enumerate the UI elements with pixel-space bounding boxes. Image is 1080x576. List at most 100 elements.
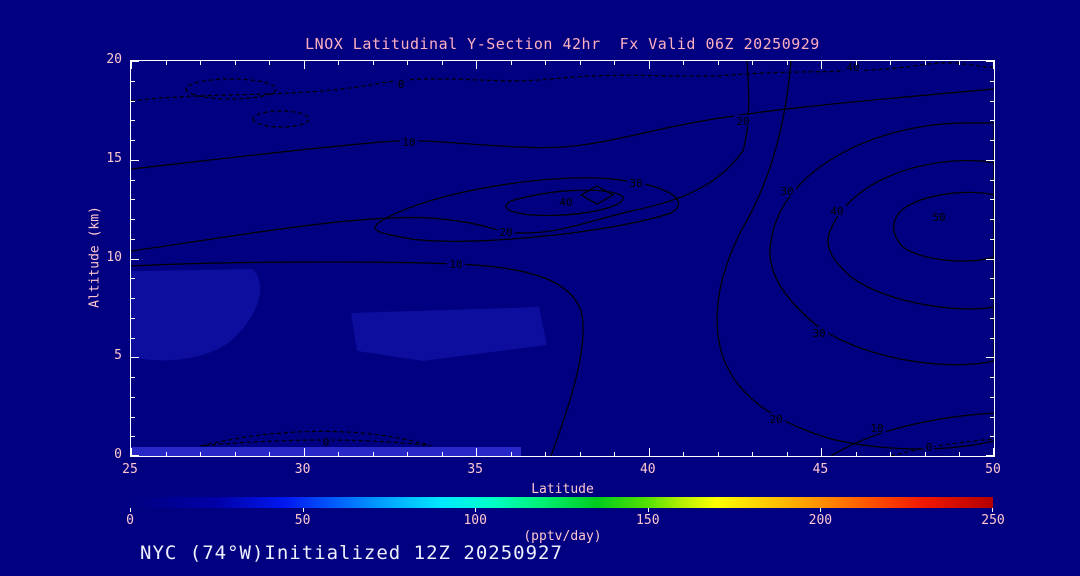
contour-label-gap xyxy=(320,436,332,447)
contour-label: 20 xyxy=(769,413,782,426)
axis-tick xyxy=(786,452,788,456)
axis-tick xyxy=(269,452,271,456)
axis-tick xyxy=(131,317,135,319)
contour-line-40 xyxy=(827,159,994,310)
axis-tick xyxy=(131,278,135,280)
colorbar-tick xyxy=(820,508,822,512)
axis-tick xyxy=(407,452,409,456)
axis-tick xyxy=(372,61,374,65)
contour-label-gap xyxy=(767,413,785,424)
contour-label-gap xyxy=(810,327,828,338)
contour-canvas: 0 10 20 10 30 40 20 30 40 50 30 20 10 0 0 40 xyxy=(131,61,994,456)
axis-tick xyxy=(407,61,409,65)
axis-tick xyxy=(683,452,685,456)
axis-tick xyxy=(131,140,135,141)
axis-tick xyxy=(131,219,135,220)
axis-tick xyxy=(990,377,994,378)
contour-label: 40 xyxy=(830,205,843,218)
axis-tick xyxy=(752,61,754,65)
axis-tick xyxy=(614,452,616,456)
axis-tick xyxy=(579,452,581,456)
axis-tick xyxy=(990,219,994,220)
y-tick-label: 10 xyxy=(106,249,122,265)
x-tick-label: 35 xyxy=(467,462,484,477)
axis-tick xyxy=(890,452,892,456)
axis-tick xyxy=(545,61,547,65)
contour-label: 0 xyxy=(323,436,330,449)
axis-tick xyxy=(890,61,892,65)
colorbar-gradient xyxy=(130,497,993,508)
contour-line-30 xyxy=(769,122,994,366)
colorbar-tick xyxy=(475,508,477,512)
axis-tick xyxy=(131,337,135,339)
colorbar-tick-label: 250 xyxy=(981,513,1005,528)
axis-tick xyxy=(990,416,994,418)
contour-label: 50 xyxy=(932,211,945,224)
colorbar-tick xyxy=(130,508,131,512)
contour-label-gap xyxy=(557,196,575,207)
axis-tick xyxy=(131,298,135,299)
x-tick-label: 30 xyxy=(294,462,311,477)
colorbar-tick xyxy=(302,508,304,512)
contour-line-30 xyxy=(374,177,680,242)
axis-tick xyxy=(990,199,994,201)
contour-label: 20 xyxy=(499,226,512,239)
axis-tick xyxy=(131,100,135,102)
contour-line-10 xyxy=(131,88,994,170)
x-tick-label: 25 xyxy=(122,462,138,477)
axis-tick xyxy=(855,61,857,65)
axis-tick xyxy=(579,61,581,65)
axis-tick xyxy=(990,80,994,82)
axis-tick xyxy=(510,61,512,65)
axis-tick xyxy=(614,61,616,65)
contour-line-0 xyxy=(200,430,432,447)
contour-line-40 xyxy=(505,189,624,216)
axis-tick xyxy=(986,61,994,62)
axis-tick xyxy=(131,396,135,398)
axis-tick xyxy=(648,448,650,456)
axis-tick xyxy=(131,199,135,201)
axis-tick xyxy=(855,452,857,456)
axis-tick xyxy=(990,120,994,122)
axis-tick xyxy=(165,61,167,65)
axis-tick xyxy=(990,238,994,240)
contour-line-0 xyxy=(131,62,994,102)
axis-tick xyxy=(717,452,719,456)
figure-title: LNOX Latitudinal Y-Section 42hr Fx Valid… xyxy=(305,35,820,53)
axis-tick xyxy=(990,436,994,438)
axis-tick xyxy=(990,179,994,181)
axis-tick xyxy=(441,61,443,65)
contour-fill-patch xyxy=(131,269,261,361)
axis-tick xyxy=(338,61,340,65)
axis-tick xyxy=(131,159,139,161)
axis-tick xyxy=(131,357,139,359)
axis-tick xyxy=(752,452,754,456)
axis-tick xyxy=(993,448,994,456)
x-tick-label: 40 xyxy=(639,462,656,477)
axis-tick xyxy=(131,61,132,69)
contour-label-gap xyxy=(868,422,886,433)
contour-label-gap xyxy=(930,211,948,222)
colorbar-tick xyxy=(992,508,993,512)
axis-tick xyxy=(990,337,994,339)
contour-label: 20 xyxy=(736,115,749,128)
axis-tick xyxy=(200,452,202,456)
contour-label: 10 xyxy=(449,258,462,271)
axis-tick xyxy=(441,452,443,456)
colorbar-tick-label: 150 xyxy=(636,513,660,528)
contour-label: 30 xyxy=(629,177,642,190)
contour-line-50 xyxy=(893,191,994,262)
axis-tick xyxy=(986,159,994,161)
contour-label: 30 xyxy=(812,327,825,340)
contour-line-50 xyxy=(579,185,615,205)
axis-tick xyxy=(990,396,994,398)
axis-tick xyxy=(648,61,650,69)
colorbar-tick xyxy=(647,508,649,512)
colorbar-tick-label: 100 xyxy=(463,513,487,528)
contour-line-20 xyxy=(131,61,750,252)
axis-tick xyxy=(131,120,135,122)
axis-tick xyxy=(131,238,135,240)
contour-fill-patch xyxy=(351,307,547,361)
axis-tick xyxy=(990,140,994,141)
